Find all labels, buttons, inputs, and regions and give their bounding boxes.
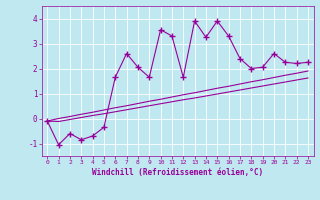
X-axis label: Windchill (Refroidissement éolien,°C): Windchill (Refroidissement éolien,°C)	[92, 168, 263, 177]
